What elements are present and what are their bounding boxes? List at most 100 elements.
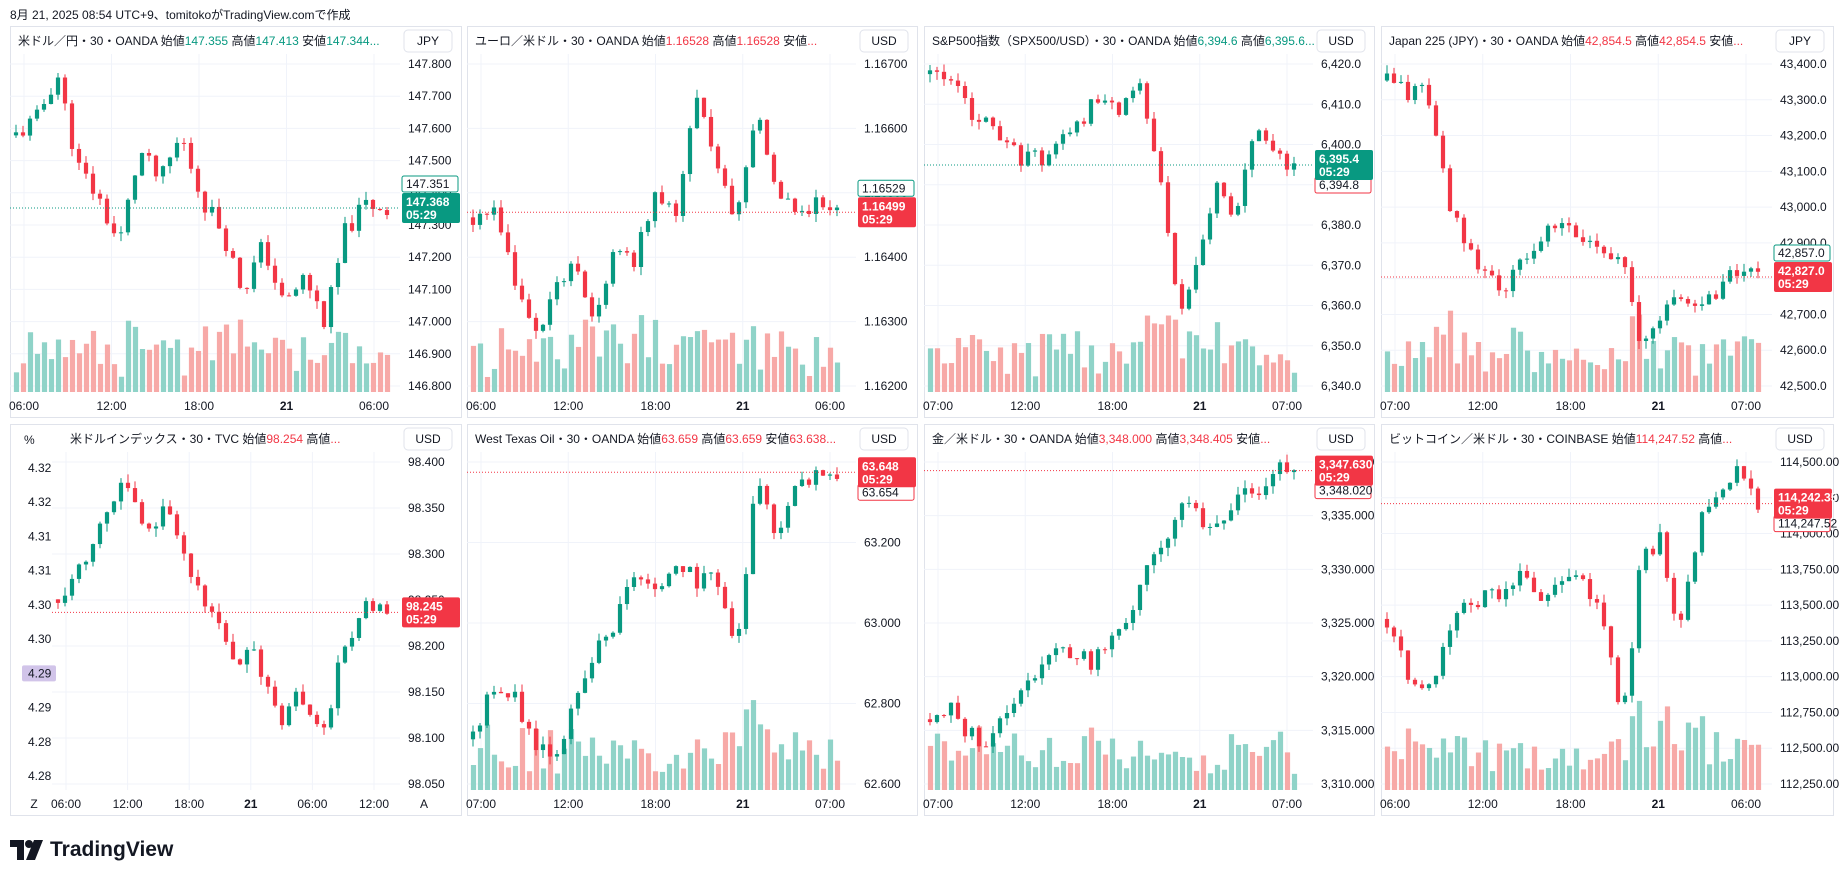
volume-bar	[1256, 365, 1263, 392]
symbol-title: Japan 225 (JPY)・30・OANDA	[1389, 34, 1561, 48]
candle-body	[1517, 259, 1523, 270]
volume-bar	[813, 754, 820, 790]
volume-bar	[1503, 750, 1510, 790]
candle-body	[610, 252, 616, 284]
ohlc-value: ...	[330, 432, 340, 446]
volume-bar	[1461, 737, 1468, 790]
volume-bar	[983, 754, 990, 790]
candle-body	[34, 109, 40, 119]
last-price-value: 42,827.0	[1778, 264, 1825, 278]
candle-body	[1496, 275, 1502, 291]
candle-body	[370, 199, 376, 209]
ohlc-value: 147.344...	[326, 34, 379, 48]
candle-body	[729, 185, 735, 215]
volume-bar	[258, 349, 265, 392]
candle-body	[13, 132, 19, 136]
ohlc-label: 安値	[765, 431, 789, 446]
candle-body	[659, 586, 665, 590]
volume-bar	[34, 353, 41, 392]
candle-body	[146, 523, 152, 529]
candle-body	[491, 691, 497, 695]
volume-bar	[1664, 350, 1671, 392]
volume-bar	[1615, 739, 1622, 790]
candle-body	[1405, 81, 1411, 101]
candle-body	[484, 694, 490, 726]
candle-body	[1046, 154, 1052, 166]
candle-body	[97, 523, 103, 545]
volume-bar	[1221, 363, 1228, 392]
volume-bar	[1643, 747, 1650, 790]
x-tick-label: 12:00	[1010, 797, 1040, 811]
candle-body	[1671, 297, 1677, 305]
candle-body	[1629, 267, 1635, 303]
volume-bar	[519, 728, 526, 790]
candle-body	[1657, 320, 1663, 329]
y-tick-label: 6,350.0	[1321, 339, 1361, 353]
panel-border	[467, 26, 918, 418]
x-tick-label: 18:00	[1555, 399, 1585, 413]
candle-body	[1622, 695, 1628, 703]
volume-bar	[1706, 363, 1713, 392]
candle-body	[1270, 140, 1276, 151]
candle-body	[750, 130, 756, 168]
volume-bar	[1594, 365, 1601, 392]
candle-body	[1032, 678, 1038, 681]
y-tick-label: 113,750.00	[1780, 562, 1839, 576]
volume-bar	[1629, 716, 1636, 790]
candle-body	[764, 119, 770, 155]
candle-body	[1053, 648, 1059, 656]
candle-body	[1123, 98, 1129, 115]
candle-body	[1447, 168, 1453, 212]
y-tick-label: 113,500.00	[1780, 598, 1839, 612]
volume-bar	[834, 760, 841, 790]
candle-body	[526, 299, 532, 318]
volume-bar	[1643, 358, 1650, 392]
volume-bar	[1475, 752, 1482, 790]
candle-body	[1489, 270, 1495, 276]
y-tick-label: 147.800	[408, 57, 452, 71]
candle-body	[104, 512, 110, 524]
last-price-value: 63.648	[862, 459, 899, 473]
candle-body	[314, 714, 320, 725]
candle-body	[258, 649, 264, 677]
volume-bar	[722, 732, 729, 790]
x-tick-label: 07:00	[1272, 797, 1302, 811]
candle-body	[477, 213, 483, 225]
candle-body	[1158, 151, 1164, 183]
candle-body	[1426, 684, 1432, 689]
y-tick-label: 3,310.000	[1321, 777, 1375, 791]
candle-body	[1692, 303, 1698, 306]
x-tick-label: 07:00	[815, 797, 845, 811]
candle-body	[1221, 520, 1227, 524]
volume-bar	[533, 361, 540, 392]
volume-bar	[146, 349, 153, 392]
volume-bar	[533, 728, 540, 790]
auto-scale-button: A	[420, 797, 428, 811]
volume-bar	[1468, 766, 1475, 790]
y-tick-label: 3,320.000	[1321, 670, 1375, 684]
candle-body	[76, 148, 82, 163]
volume-bar	[76, 353, 83, 392]
bar-countdown: 05:29	[1319, 471, 1350, 485]
volume-bar	[834, 362, 841, 392]
candle-body	[202, 585, 208, 607]
candle-body	[603, 636, 609, 641]
chart-panel-1: 147.800147.700147.600147.500147.400147.3…	[9, 26, 462, 418]
candle-body	[188, 142, 194, 169]
chart-panel-7: 3,340.0003,335.0003,330.0003,325.0003,32…	[923, 424, 1375, 816]
volume-bar	[491, 754, 498, 790]
volume-bar	[1629, 316, 1636, 392]
volume-bar	[526, 771, 533, 790]
candle-body	[1165, 538, 1171, 548]
volume-bar	[1748, 744, 1755, 790]
x-tick-label: 21	[1652, 399, 1666, 413]
candle-body	[820, 197, 826, 208]
candle-body	[1419, 84, 1425, 87]
candle-body	[342, 646, 348, 663]
candle-body	[1594, 599, 1600, 603]
x-tick-label: 12:00	[359, 797, 389, 811]
volume-bar	[1116, 351, 1123, 392]
volume-bar	[1440, 334, 1447, 392]
volume-bar	[659, 771, 666, 790]
